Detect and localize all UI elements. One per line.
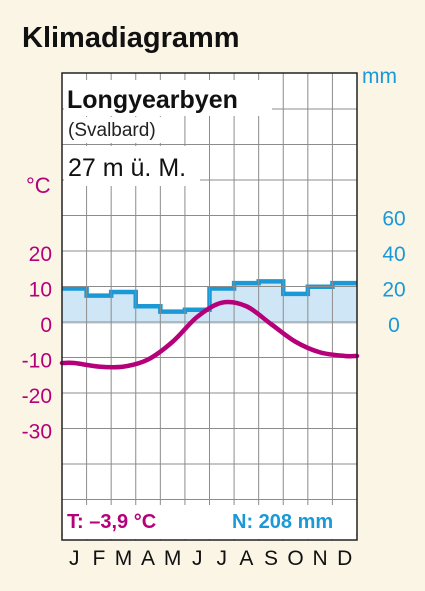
station-name: Longyearbyen [67, 86, 238, 114]
temperature-tick-label: -30 [22, 421, 52, 444]
month-label: J [69, 547, 80, 570]
temperature-tick-label: -20 [22, 385, 52, 408]
precip-unit-label: mm [362, 65, 397, 88]
precipitation-tick-label: 0 [388, 314, 400, 337]
precipitation-tick-label: 40 [382, 243, 405, 266]
month-label: O [287, 547, 303, 570]
temperature-summary: T: –3,9 °C [67, 511, 156, 533]
month-label: J [217, 547, 228, 570]
precipitation-tick-label: 20 [382, 279, 405, 302]
chart-title: Klimadiagramm [22, 22, 240, 54]
month-label: M [164, 547, 182, 570]
plot-frame [61, 72, 358, 541]
temperature-tick-label: -10 [22, 350, 52, 373]
month-label: A [141, 547, 155, 570]
temp-unit-label: °C [26, 173, 51, 198]
temperature-tick-label: 10 [29, 279, 52, 302]
station-text-background [64, 146, 200, 186]
station-info: Longyearbyen (Svalbard) 27 m ü. M. [64, 80, 272, 186]
summary-band [63, 505, 356, 539]
month-label: F [92, 547, 105, 570]
precipitation-summary: N: 208 mm [232, 511, 333, 533]
precipitation-tick-label: 60 [382, 208, 405, 231]
station-elevation: 27 m ü. M. [68, 154, 186, 182]
station-region: (Svalbard) [68, 120, 156, 141]
month-label: S [264, 547, 278, 570]
station-text-background [64, 80, 272, 116]
temperature-tick-label: 0 [40, 314, 52, 337]
month-label: A [239, 547, 253, 570]
month-label: N [313, 547, 328, 570]
temperature-line [59, 299, 360, 370]
station-text-background [64, 117, 180, 143]
temperature-tick-label: 20 [29, 243, 52, 266]
temperature-series [59, 299, 360, 370]
month-label: D [337, 547, 352, 570]
month-label: J [192, 547, 203, 570]
month-label: M [115, 547, 133, 570]
